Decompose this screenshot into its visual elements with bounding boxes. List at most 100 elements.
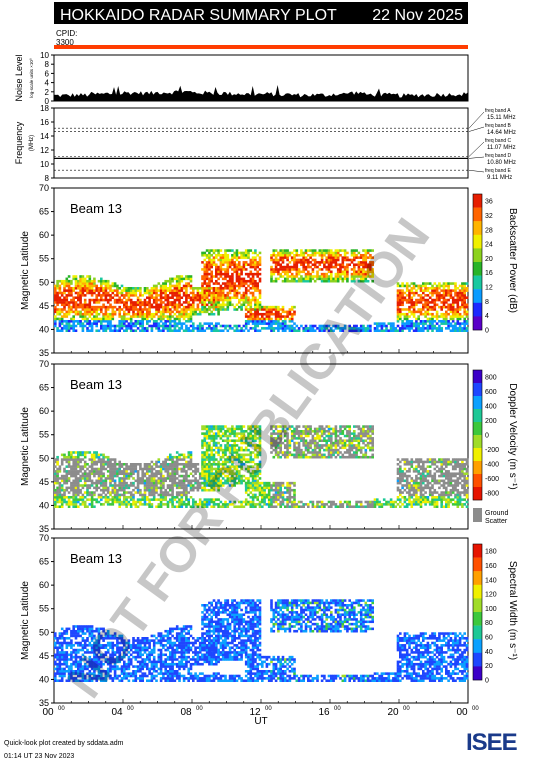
power-cell: [212, 261, 216, 264]
power-cell: [463, 296, 466, 299]
power-cell: [192, 303, 195, 307]
velocity-cell: [205, 446, 209, 450]
power-cell: [327, 258, 331, 262]
power-cell: [251, 261, 255, 264]
velocity-cell: [77, 458, 80, 461]
power-cell: [267, 315, 271, 318]
power-cell: [116, 287, 119, 290]
velocity-cell: [86, 488, 89, 492]
power-cell: [86, 284, 89, 288]
power-cell: [362, 265, 365, 269]
velocity-cell: [244, 488, 248, 492]
velocity-cell: [189, 467, 193, 471]
power-cell: [111, 324, 115, 328]
power-cell: [127, 298, 131, 302]
velocity-cell: [316, 444, 319, 447]
velocity-cell: [77, 470, 80, 473]
power-cell: [201, 327, 204, 330]
power-cell: [90, 279, 94, 283]
velocity-cell: [157, 458, 161, 461]
power-cell: [125, 291, 128, 295]
velocity-cell: [254, 474, 257, 478]
velocity-cell: [116, 498, 119, 501]
velocity-cell: [238, 455, 241, 459]
velocity-cell: [263, 486, 266, 490]
power-cell: [226, 305, 230, 309]
power-cell: [389, 329, 393, 332]
power-cell: [136, 303, 140, 307]
power-cell: [67, 329, 71, 332]
power-cell: [201, 291, 204, 295]
velocity-cell: [231, 446, 234, 450]
power-cell: [399, 284, 402, 288]
power-cell: [435, 291, 439, 295]
power-cell: [371, 256, 374, 259]
velocity-cell: [111, 463, 115, 466]
power-cell: [113, 298, 117, 302]
velocity-cell: [251, 470, 255, 473]
power-cell: [412, 282, 416, 285]
power-cell: [270, 310, 273, 314]
velocity-cell: [279, 505, 282, 508]
power-cell: [189, 305, 193, 309]
velocity-cell: [261, 493, 264, 497]
power-cell: [435, 287, 439, 290]
power-cell: [88, 312, 92, 316]
power-cell: [70, 317, 73, 321]
power-cell: [300, 261, 303, 264]
power-cell: [132, 303, 135, 307]
power-cell: [210, 279, 213, 283]
power-cell: [196, 303, 200, 307]
velocity-cell: [72, 472, 75, 475]
power-cell: [270, 322, 273, 325]
power-cell: [442, 305, 446, 309]
power-cell: [81, 322, 85, 325]
velocity-cell: [212, 479, 216, 483]
velocity-cell: [258, 453, 262, 457]
power-cell: [173, 317, 177, 321]
power-cell: [247, 310, 250, 314]
velocity-cell: [100, 472, 103, 475]
velocity-cell: [113, 467, 117, 471]
velocity-cell: [150, 470, 154, 473]
power-cell: [79, 303, 82, 307]
power-cell: [139, 322, 142, 325]
power-cell: [60, 303, 64, 307]
velocity-cell: [146, 477, 149, 480]
power-cell: [81, 324, 85, 328]
velocity-cell: [95, 484, 98, 487]
power-cell: [332, 261, 335, 264]
velocity-cell: [143, 467, 147, 471]
power-cell: [348, 329, 351, 332]
velocity-cell: [194, 467, 197, 471]
velocity-cell: [157, 493, 161, 497]
power-cell: [350, 327, 354, 330]
power-cell: [224, 287, 227, 290]
power-cell: [221, 294, 225, 297]
velocity-cell: [327, 455, 331, 459]
power-cell: [403, 296, 407, 299]
velocity-cell: [182, 474, 186, 478]
velocity-cell: [127, 477, 131, 480]
velocity-cell: [212, 498, 216, 501]
velocity-cell: [113, 484, 117, 487]
power-cell: [373, 327, 377, 330]
power-cell: [401, 308, 404, 311]
velocity-cell: [233, 465, 236, 468]
power-cell: [102, 289, 105, 292]
power-cell: [56, 294, 59, 297]
power-cell: [458, 284, 462, 288]
velocity-cell: [111, 458, 115, 461]
velocity-cell: [93, 463, 96, 466]
velocity-cell: [171, 460, 174, 464]
power-cell: [224, 249, 227, 252]
velocity-cell: [74, 488, 78, 492]
power-cell: [58, 310, 62, 314]
power-cell: [95, 287, 98, 290]
power-cell: [355, 254, 358, 257]
power-cell: [235, 324, 239, 328]
power-cell: [201, 308, 204, 311]
velocity-cell: [70, 465, 73, 468]
velocity-cell: [54, 479, 57, 483]
